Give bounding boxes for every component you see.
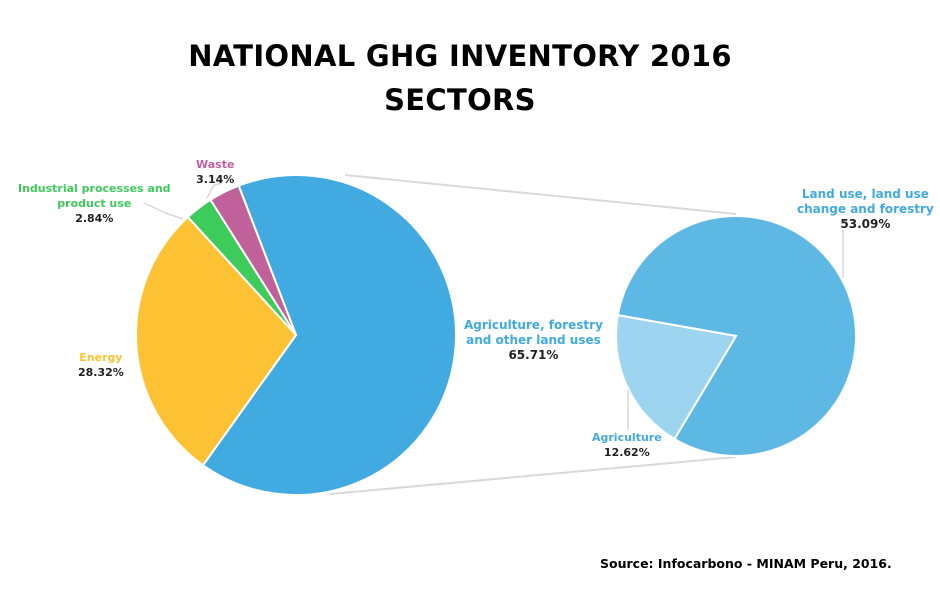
leader-lines bbox=[143, 182, 844, 430]
label-land-use-name-line1: Land use, land use bbox=[801, 187, 929, 201]
label-afolu-value: 65.71% bbox=[508, 348, 559, 362]
connector-line-1 bbox=[344, 174, 737, 215]
label-land-use-name-line2: change and forestry bbox=[797, 202, 934, 216]
label-industrial-name-line1: Industrial processes and bbox=[18, 182, 171, 195]
leader-waste bbox=[206, 182, 223, 199]
label-agriculture-name: Agriculture bbox=[592, 431, 662, 444]
label-agriculture-value: 12.62% bbox=[603, 446, 650, 459]
detail-pie bbox=[615, 215, 857, 457]
label-land-use: Land use, land use change and forestry 5… bbox=[797, 187, 934, 232]
label-energy: Energy 28.32% bbox=[78, 350, 124, 380]
label-industrial-value: 2.84% bbox=[75, 212, 114, 225]
connector-line-2 bbox=[329, 456, 737, 495]
main-pie bbox=[134, 174, 457, 496]
detail-slice-agriculture bbox=[615, 314, 738, 441]
label-industrial: Industrial processes and product use 2.8… bbox=[18, 181, 171, 226]
label-energy-name: Energy bbox=[79, 351, 123, 364]
label-afolu-name-line2: and other land uses bbox=[466, 333, 601, 347]
label-waste-name: Waste bbox=[196, 158, 235, 171]
label-agriculture: Agriculture 12.62% bbox=[592, 430, 662, 460]
main-slice-energy bbox=[134, 215, 298, 467]
label-waste: Waste 3.14% bbox=[196, 157, 234, 187]
label-afolu: Agriculture, forestry and other land use… bbox=[464, 318, 603, 363]
label-industrial-name-line2: product use bbox=[57, 197, 132, 210]
chart-title-line2: SECTORS bbox=[384, 83, 536, 117]
source-note: Source: Infocarbono - MINAM Peru, 2016. bbox=[600, 556, 892, 571]
main-slice-waste bbox=[209, 184, 297, 336]
label-energy-value: 28.32% bbox=[78, 366, 124, 379]
connector-lines bbox=[329, 174, 737, 495]
label-afolu-name-line1: Agriculture, forestry bbox=[464, 318, 603, 332]
label-waste-value: 3.14% bbox=[196, 173, 235, 186]
chart-title-line1: NATIONAL GHG INVENTORY 2016 bbox=[188, 39, 732, 73]
label-land-use-value: 53.09% bbox=[840, 217, 891, 231]
leader-industrial bbox=[143, 202, 184, 220]
